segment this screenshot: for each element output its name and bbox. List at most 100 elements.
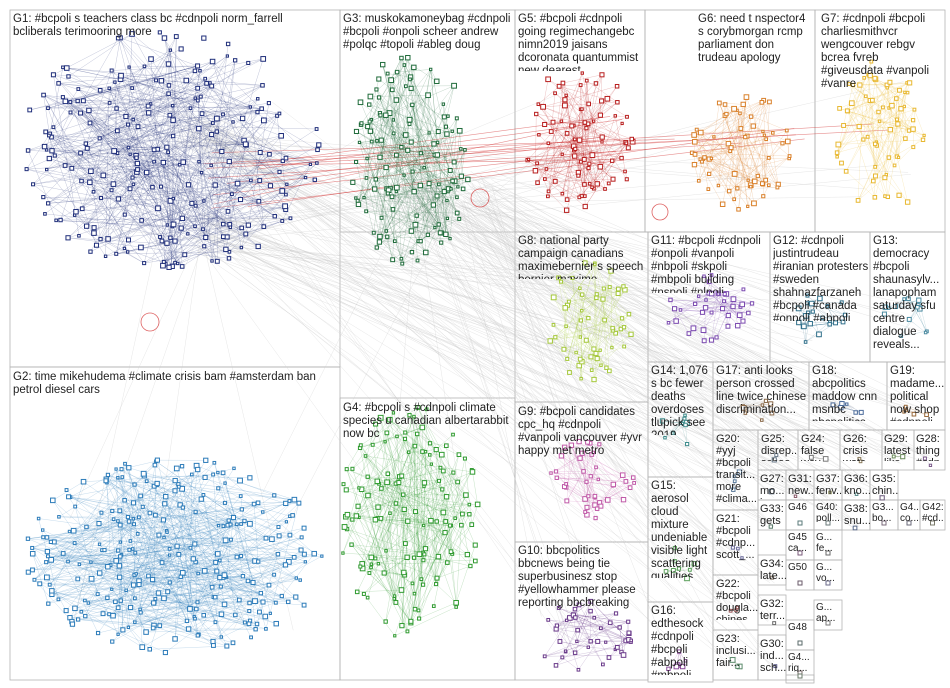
intra-group-edge bbox=[416, 433, 426, 549]
vertex-node bbox=[735, 605, 740, 610]
intra-group-edge bbox=[355, 197, 434, 206]
intra-group-edge bbox=[183, 161, 259, 202]
vertex-node bbox=[872, 75, 878, 81]
vertex-node bbox=[216, 524, 221, 528]
intra-group-edge bbox=[357, 132, 430, 201]
vertex-node bbox=[409, 249, 415, 255]
intra-group-edge bbox=[380, 518, 416, 610]
intra-group-edge bbox=[600, 627, 620, 629]
vertex-node bbox=[738, 111, 742, 116]
intra-group-edge bbox=[93, 121, 234, 234]
intra-group-edge bbox=[908, 298, 928, 332]
vertex-node bbox=[586, 101, 591, 107]
intra-group-edge bbox=[363, 197, 442, 234]
vertex-node bbox=[706, 279, 712, 285]
intra-group-edge bbox=[698, 161, 703, 181]
intra-group-edge bbox=[372, 444, 443, 490]
intra-group-edge bbox=[143, 208, 159, 264]
intra-group-edge bbox=[65, 517, 140, 611]
intra-group-edge bbox=[367, 476, 426, 549]
intra-group-edge bbox=[589, 157, 622, 164]
vertex-node bbox=[166, 150, 171, 155]
intra-group-edge bbox=[692, 152, 790, 157]
vertex-node bbox=[126, 145, 131, 150]
intra-group-edge bbox=[119, 510, 124, 630]
vertex-node bbox=[117, 522, 123, 528]
vertex-node bbox=[201, 35, 207, 41]
intra-group-edge bbox=[78, 619, 160, 626]
vertex-node bbox=[420, 449, 425, 454]
intra-group-edge bbox=[351, 544, 412, 622]
vertex-node bbox=[784, 138, 791, 145]
vertex-node bbox=[145, 103, 151, 109]
intra-group-edge bbox=[367, 476, 440, 482]
vertex-node bbox=[592, 615, 597, 620]
intra-group-edge bbox=[718, 104, 726, 186]
vertex-node bbox=[185, 182, 192, 188]
vertex-node bbox=[610, 176, 616, 182]
intra-group-edge bbox=[229, 161, 231, 228]
intra-group-edge bbox=[673, 563, 695, 571]
vertex-node bbox=[188, 106, 193, 110]
inter-group-edge bbox=[213, 244, 695, 286]
intra-group-edge bbox=[222, 472, 315, 554]
vertex-node bbox=[797, 520, 803, 526]
vertex-node bbox=[174, 543, 180, 549]
intra-group-edge bbox=[47, 96, 201, 109]
inter-group-edge bbox=[410, 205, 883, 493]
intra-group-edge bbox=[369, 104, 451, 171]
intra-group-edge bbox=[390, 80, 412, 232]
vertex-node bbox=[210, 638, 216, 645]
vertex-node bbox=[454, 605, 458, 609]
vertex-node bbox=[61, 65, 65, 70]
intra-group-edge bbox=[129, 188, 230, 225]
intra-group-edge bbox=[438, 191, 445, 225]
vertex-node bbox=[180, 159, 186, 165]
vertex-node bbox=[341, 524, 348, 530]
inter-group-edge bbox=[183, 127, 399, 244]
intra-group-edge bbox=[394, 606, 457, 636]
inter-group-edge bbox=[479, 199, 802, 494]
intra-group-edge bbox=[394, 583, 413, 636]
vertex-node bbox=[212, 182, 218, 188]
intra-group-edge bbox=[573, 125, 627, 144]
vertex-node bbox=[242, 141, 249, 148]
intra-group-edge bbox=[576, 601, 591, 642]
intra-group-edge bbox=[240, 496, 256, 630]
intra-group-edge bbox=[164, 38, 199, 129]
vertex-node bbox=[376, 562, 381, 566]
intra-group-edge bbox=[390, 80, 458, 198]
vertex-node bbox=[728, 608, 733, 613]
intra-group-edge bbox=[114, 48, 182, 83]
intra-group-edge bbox=[379, 143, 435, 243]
vertex-node bbox=[391, 131, 396, 136]
intra-group-edge bbox=[394, 433, 418, 599]
inter-group-edge bbox=[478, 186, 831, 412]
intra-group-edge bbox=[896, 98, 914, 130]
inter-group-edge bbox=[207, 137, 861, 524]
vertex-node bbox=[294, 576, 299, 580]
intra-group-edge bbox=[73, 525, 228, 531]
intra-group-edge bbox=[444, 118, 458, 192]
inter-group-edge bbox=[185, 100, 189, 125]
vertex-node bbox=[749, 301, 755, 306]
inter-group-edge bbox=[207, 235, 899, 457]
vertex-node bbox=[427, 453, 432, 457]
intra-group-edge bbox=[727, 299, 734, 327]
intra-group-edge bbox=[148, 112, 249, 226]
intra-group-edge bbox=[89, 162, 164, 183]
intra-group-edge bbox=[709, 136, 715, 160]
intra-group-edge bbox=[51, 559, 111, 566]
vertex-node bbox=[272, 572, 277, 577]
intra-group-edge bbox=[117, 38, 159, 208]
intra-group-edge bbox=[216, 571, 252, 638]
inter-group-edge bbox=[464, 197, 855, 408]
intra-group-edge bbox=[45, 131, 178, 264]
vertex-node bbox=[626, 619, 631, 624]
vertex-node bbox=[75, 617, 81, 622]
vertex-node bbox=[885, 194, 891, 200]
inter-group-edge bbox=[455, 196, 828, 498]
inter-group-edge bbox=[415, 196, 739, 613]
intra-group-edge bbox=[250, 106, 265, 227]
intra-group-edge bbox=[438, 556, 457, 608]
